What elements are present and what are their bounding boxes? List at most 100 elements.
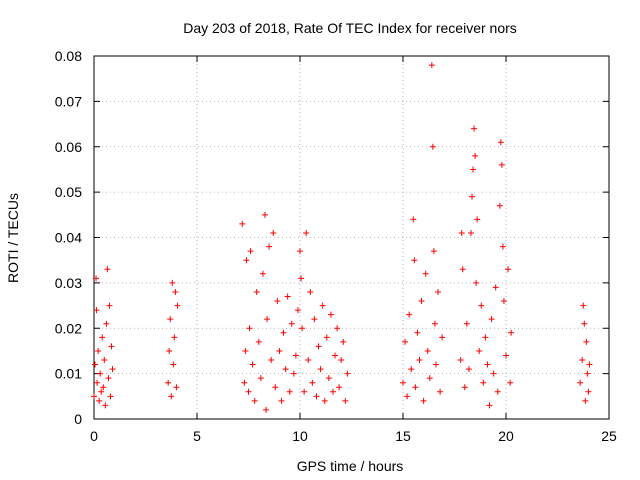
data-point [98, 388, 105, 395]
data-point [508, 329, 515, 336]
data-point [334, 325, 341, 332]
data-point [253, 288, 260, 295]
data-point [484, 361, 491, 368]
data-point [461, 384, 468, 391]
data-point [340, 338, 347, 345]
data-point [321, 397, 328, 404]
data-point [474, 216, 481, 223]
data-point [467, 229, 474, 236]
data-point [97, 370, 104, 377]
data-point [263, 406, 270, 413]
data-points [91, 62, 593, 413]
data-point [174, 302, 181, 309]
data-point [103, 320, 110, 327]
data-point [99, 334, 106, 341]
x-tick-label: 10 [292, 428, 308, 444]
data-point [439, 334, 446, 341]
data-point [507, 379, 514, 386]
data-point [305, 357, 312, 364]
y-tick-label: 0.06 [55, 139, 82, 155]
data-point [584, 370, 591, 377]
data-point [166, 347, 173, 354]
x-axis-label: GPS time / hours [297, 458, 404, 474]
data-point [101, 357, 108, 364]
data-point [490, 370, 497, 377]
data-point [107, 393, 114, 400]
data-point [298, 275, 305, 282]
data-point [280, 329, 287, 336]
data-point [325, 375, 332, 382]
data-point [266, 243, 273, 250]
data-point [476, 347, 483, 354]
data-point [332, 352, 339, 359]
data-point [500, 298, 507, 305]
data-point [472, 152, 479, 159]
data-point [91, 393, 97, 400]
data-point [416, 357, 423, 364]
y-tick-label: 0.03 [55, 275, 82, 291]
data-point [297, 248, 303, 255]
data-point [259, 270, 266, 277]
data-point [494, 388, 501, 395]
data-point [435, 288, 442, 295]
data-point [457, 357, 464, 364]
data-point [424, 347, 431, 354]
data-point [169, 279, 176, 286]
data-point [172, 288, 179, 295]
x-tick-label: 15 [395, 428, 411, 444]
data-point [342, 397, 349, 404]
data-point [307, 288, 314, 295]
data-point [422, 270, 429, 277]
data-point [92, 361, 99, 368]
x-tick-label: 5 [193, 428, 201, 444]
data-point [336, 384, 343, 391]
data-point [582, 397, 589, 404]
x-tick-label: 20 [498, 428, 514, 444]
data-point [105, 375, 112, 382]
data-point [586, 361, 593, 368]
data-point [473, 279, 480, 286]
data-point [505, 266, 512, 273]
data-point [478, 302, 485, 309]
data-point [400, 379, 406, 386]
x-tick-labels: 0 5 10 15 20 25 [90, 428, 617, 444]
y-tick-label: 0.01 [55, 366, 82, 382]
y-tick-label: 0.04 [55, 230, 82, 246]
data-point [249, 361, 256, 368]
data-point [299, 325, 306, 332]
data-point [319, 302, 326, 309]
data-point [301, 388, 308, 395]
data-point [470, 166, 477, 173]
data-point [429, 143, 436, 150]
data-point [406, 311, 413, 318]
data-point [303, 229, 310, 236]
data-point [412, 384, 419, 391]
data-point [167, 316, 174, 323]
y-tick-label: 0.05 [55, 184, 82, 200]
data-point [404, 393, 411, 400]
data-point [428, 62, 435, 69]
data-point [264, 316, 271, 323]
data-point [93, 275, 100, 282]
data-point [313, 393, 320, 400]
data-point [583, 338, 590, 345]
data-point [418, 298, 425, 305]
data-point [173, 384, 180, 391]
data-point [402, 338, 409, 345]
data-point [246, 325, 253, 332]
y-tick-label: 0.08 [55, 48, 82, 64]
data-point [431, 320, 438, 327]
x-tick-label: 0 [90, 428, 98, 444]
data-point [96, 397, 103, 404]
data-point [255, 338, 262, 345]
data-point [503, 352, 509, 359]
data-point [486, 402, 493, 409]
data-point [94, 379, 101, 386]
data-point [292, 352, 299, 359]
data-point [282, 366, 289, 373]
data-point [274, 298, 281, 305]
data-point [317, 366, 324, 373]
data-point [95, 347, 102, 354]
data-point [102, 402, 109, 409]
